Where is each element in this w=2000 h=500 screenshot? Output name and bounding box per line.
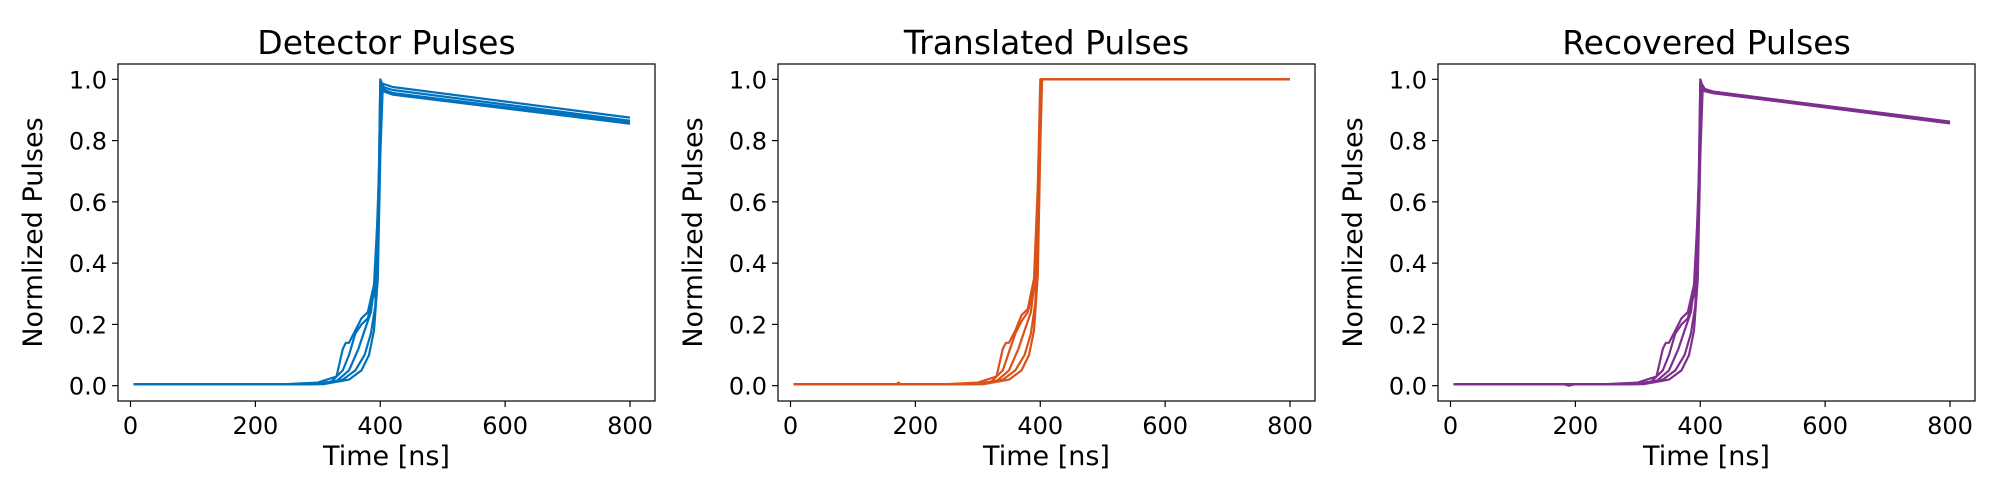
x-tick-label: 600 (1802, 412, 1848, 440)
chart-panel-3: 0 200 400 600 800 0.0 0.2 0.4 0.6 0.8 1.0 Recovered… (1338, 23, 1976, 472)
x-axis-label: Time [ns] (322, 441, 450, 472)
y-tick-label: 0.2 (69, 311, 107, 339)
y-tick-label: 0.4 (69, 250, 107, 278)
y-tick-label: 0.2 (729, 311, 767, 339)
y-tick-label: 0.8 (729, 128, 767, 156)
series-line-4 (1453, 85, 1951, 386)
series-line-5 (133, 84, 631, 386)
x-tick-label: 200 (1552, 412, 1598, 440)
series-group (793, 78, 1290, 386)
y-tick-label: 1.0 (729, 66, 767, 94)
x-axis-label: Time [ns] (1642, 441, 1770, 472)
x-tick-label: 600 (1142, 412, 1188, 440)
chart-title: Translated Pulses (903, 23, 1189, 62)
y-tick-label: 0.4 (1389, 250, 1427, 278)
x-tick-label: 800 (1267, 412, 1313, 440)
series-line-5 (1453, 84, 1951, 386)
x-tick-label: 800 (1927, 412, 1973, 440)
x-tick-label: 0 (1443, 412, 1458, 440)
chart-panel-2: 0 200 400 600 800 0.0 0.2 0.4 0.6 0.8 1.0 Translate… (678, 23, 1316, 472)
x-tick-label: 800 (607, 412, 653, 440)
x-axis-label: Time [ns] (982, 441, 1110, 472)
x-tick-label: 200 (232, 412, 278, 440)
chart-panel-1: 0 200 400 600 800 0.0 0.2 0.4 0.6 0.8 1.0 Detector … (18, 23, 656, 472)
y-tick-label: 1.0 (69, 66, 107, 94)
chart-title: Detector Pulses (257, 23, 515, 62)
y-tick-label: 0.6 (69, 189, 107, 217)
x-tick-label: 600 (482, 412, 528, 440)
series-group (133, 78, 631, 386)
series-line-5 (793, 78, 1290, 386)
axes-frame (117, 63, 656, 402)
y-tick-label: 0.8 (1389, 128, 1427, 156)
y-tick-label: 0.0 (69, 373, 107, 401)
x-tick-label: 200 (892, 412, 938, 440)
y-tick-label: 0.6 (729, 189, 767, 217)
series-line-4 (133, 85, 631, 386)
chart-title: Recovered Pulses (1562, 23, 1851, 62)
axes-frame (777, 63, 1316, 402)
y-tick-label: 0.8 (69, 128, 107, 156)
x-tick-label: 400 (357, 412, 403, 440)
x-tick-label: 0 (123, 412, 138, 440)
y-tick-label: 1.0 (1389, 66, 1427, 94)
y-axis-label: Normlized Pulses (678, 117, 709, 347)
y-axis-label: Normlized Pulses (1338, 117, 1369, 347)
axes-frame (1437, 63, 1976, 402)
y-tick-label: 0.4 (729, 250, 767, 278)
y-tick-label: 0.6 (1389, 189, 1427, 217)
series-group (1453, 78, 1951, 387)
y-tick-label: 0.0 (729, 373, 767, 401)
y-tick-label: 0.2 (1389, 311, 1427, 339)
x-tick-label: 400 (1017, 412, 1063, 440)
x-tick-label: 400 (1677, 412, 1723, 440)
y-axis-label: Normlized Pulses (18, 117, 49, 347)
y-tick-label: 0.0 (1389, 373, 1427, 401)
x-tick-label: 0 (783, 412, 798, 440)
